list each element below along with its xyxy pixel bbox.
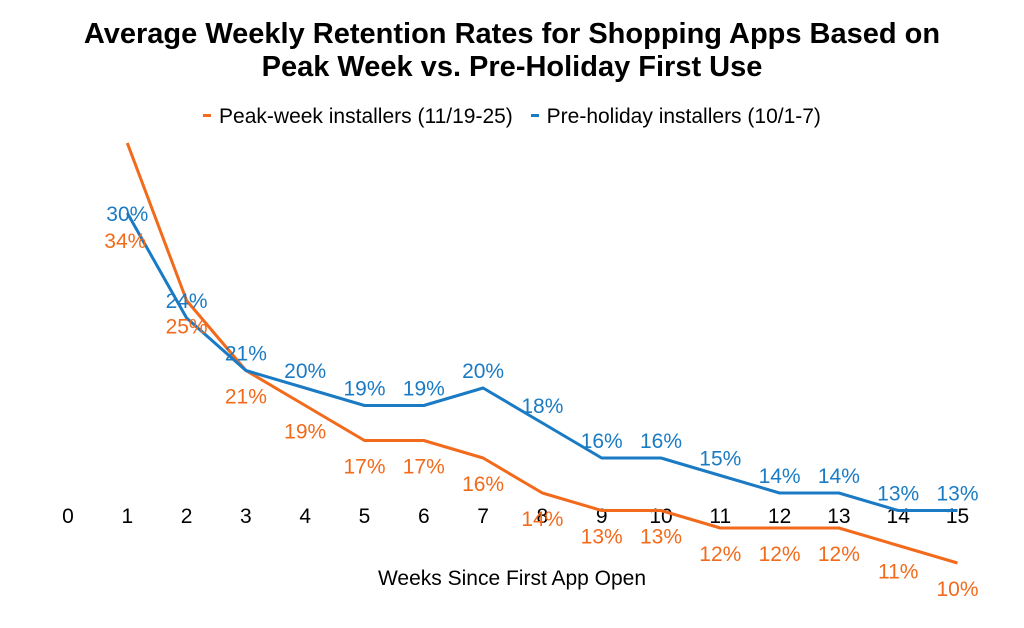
chart-title: Average Weekly Retention Rates for Shopp… xyxy=(0,18,1024,84)
data-label-peak-week: 13% xyxy=(581,526,623,549)
x-axis-title: Weeks Since First App Open xyxy=(377,567,647,590)
data-label-peak-week: 17% xyxy=(343,456,385,479)
data-label-peak-week: 34% xyxy=(104,230,146,253)
data-label-pre-holiday: 14% xyxy=(818,465,860,488)
legend-label-peak-week: Peak-week installers (11/19-25) xyxy=(219,105,513,128)
data-label-pre-holiday: 24% xyxy=(166,290,208,313)
chart-title-line-2: Peak Week vs. Pre-Holiday First Use xyxy=(261,51,763,83)
x-tick-label: 7 xyxy=(477,505,489,528)
legend-swatch-pre-holiday xyxy=(530,113,539,117)
data-label-pre-holiday: 13% xyxy=(936,483,978,506)
data-label-peak-week: 12% xyxy=(759,543,801,566)
data-label-peak-week: 11% xyxy=(878,561,918,584)
data-label-peak-week: 14% xyxy=(521,508,563,531)
x-tick-label: 15 xyxy=(946,505,969,528)
chart-legend: Peak-week installers (11/19-25) Pre-holi… xyxy=(0,104,1024,130)
data-label-peak-week: 10% xyxy=(936,578,978,601)
data-label-pre-holiday: 20% xyxy=(284,360,326,383)
data-label-peak-week: 19% xyxy=(284,421,326,444)
data-label-peak-week: 13% xyxy=(640,526,682,549)
x-tick-label: 13 xyxy=(827,505,850,528)
x-tick-label: 8 xyxy=(537,505,549,528)
chart-title-line-1: Average Weekly Retention Rates for Shopp… xyxy=(83,18,941,50)
x-tick-label: 5 xyxy=(359,505,371,528)
legend-item-pre-holiday: Pre-holiday installers (10/1-7) xyxy=(530,104,821,130)
data-label-pre-holiday: 16% xyxy=(640,430,682,453)
data-label-pre-holiday: 16% xyxy=(581,430,623,453)
data-label-pre-holiday: 30% xyxy=(106,203,148,226)
data-label-pre-holiday: 19% xyxy=(403,378,445,401)
x-tick-label: 11 xyxy=(709,505,731,528)
data-label-peak-week: 16% xyxy=(462,473,504,496)
data-label-pre-holiday: 13% xyxy=(877,483,919,506)
data-label-peak-week: 12% xyxy=(818,543,860,566)
data-label-peak-week: 12% xyxy=(699,543,741,566)
x-tick-label: 9 xyxy=(596,505,608,528)
series-line-peak-week xyxy=(125,142,958,565)
x-tick-label: 1 xyxy=(121,505,133,528)
series-line-pre-holiday xyxy=(125,212,958,512)
data-label-pre-holiday: 21% xyxy=(225,343,267,366)
data-label-pre-holiday: 14% xyxy=(759,465,801,488)
data-label-pre-holiday: 18% xyxy=(521,395,563,418)
data-label-pre-holiday: 20% xyxy=(462,360,504,383)
data-label-peak-week: 21% xyxy=(225,386,267,409)
data-label-peak-week: 25% xyxy=(166,316,208,339)
x-tick-label: 12 xyxy=(768,505,791,528)
legend-label-pre-holiday: Pre-holiday installers (10/1-7) xyxy=(546,105,821,128)
data-label-pre-holiday: 15% xyxy=(699,448,741,471)
data-label-pre-holiday: 19% xyxy=(343,378,385,401)
legend-swatch-peak-week xyxy=(203,113,212,117)
x-tick-label: 3 xyxy=(240,505,252,528)
data-label-peak-week: 17% xyxy=(403,456,445,479)
x-tick-label: 4 xyxy=(299,505,311,528)
legend-item-peak-week: Peak-week installers (11/19-25) xyxy=(203,104,513,130)
x-tick-label: 6 xyxy=(418,505,430,528)
x-tick-label: 0 xyxy=(62,505,74,528)
x-tick-label: 2 xyxy=(181,505,193,528)
